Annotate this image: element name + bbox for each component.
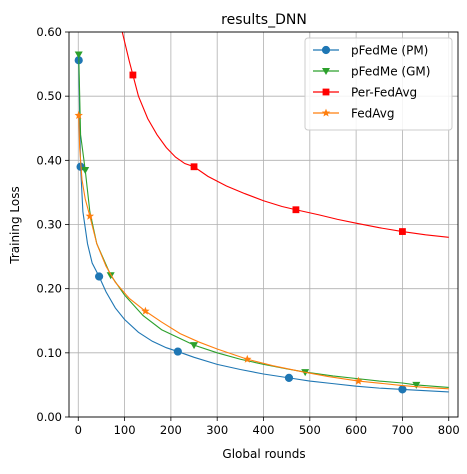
y-tick-label: 0.50 (36, 89, 62, 103)
legend-label: Per-FedAvg (351, 86, 417, 100)
x-tick-label: 700 (391, 423, 413, 437)
legend-label: FedAvg (351, 107, 394, 121)
data-point (85, 211, 95, 220)
data-point (106, 272, 115, 280)
y-tick-label: 0.10 (36, 346, 62, 360)
legend-item: FedAvg (313, 107, 394, 121)
legend: pFedMe (PM) pFedMe (GM) Per-FedAvg FedAvg (304, 37, 453, 131)
x-tick-label: 800 (438, 423, 460, 437)
data-point (190, 163, 198, 171)
data-point (95, 272, 104, 281)
x-tick-label: 400 (253, 423, 275, 437)
legend-item: Per-FedAvg (313, 86, 417, 100)
legend-item: pFedMe (PM) (313, 44, 428, 58)
x-tick-label: 200 (160, 423, 182, 437)
x-tick-label: 0 (75, 423, 82, 437)
series-line (121, 32, 449, 238)
data-point (81, 166, 90, 174)
y-tick-label: 0.00 (36, 410, 62, 424)
legend-label: pFedMe (PM) (351, 44, 428, 58)
y-tick-label: 0.60 (36, 25, 62, 39)
x-tick-label: 300 (206, 423, 228, 437)
y-tick-label: 0.40 (36, 153, 62, 167)
series-line (78, 115, 449, 390)
x-tick-label: 100 (114, 423, 136, 437)
y-axis-ticks: 0.00 0.10 0.20 0.30 0.40 0.50 0.60 (36, 25, 69, 424)
data-point (354, 376, 363, 385)
data-point (398, 385, 407, 394)
data-point (243, 354, 252, 363)
data-point (74, 51, 83, 59)
data-point (129, 71, 137, 79)
legend-label: pFedMe (GM) (351, 65, 430, 79)
series-pfedme-pm (74, 56, 449, 394)
data-point (190, 342, 199, 350)
legend-marker (321, 108, 331, 117)
legend-marker (322, 88, 330, 96)
series-per-fedavg (121, 32, 449, 238)
series-line (78, 54, 449, 389)
data-point (74, 111, 83, 119)
y-tick-label: 0.30 (36, 218, 62, 232)
data-point (399, 228, 406, 235)
plot-area (74, 32, 449, 394)
legend-item: pFedMe (GM) (313, 65, 430, 79)
legend-box (304, 37, 453, 131)
data-point (141, 306, 150, 315)
y-tick-label: 0.20 (36, 282, 62, 296)
series-pfedme-gm (74, 51, 449, 389)
legend-marker (321, 45, 331, 55)
chart-title: results_DNN (221, 12, 307, 28)
x-axis-ticks: 0 100 200 300 400 500 600 700 800 (75, 417, 460, 437)
y-axis-label: Training Loss (8, 186, 22, 264)
data-point (412, 381, 421, 389)
data-point (173, 347, 182, 356)
x-axis-label: Global rounds (222, 447, 305, 461)
plot-frame (68, 31, 459, 418)
x-tick-label: 500 (299, 423, 321, 437)
legend-marker (322, 68, 330, 75)
x-tick-label: 600 (345, 423, 367, 437)
data-point (292, 206, 300, 214)
series-fedavg (74, 111, 449, 390)
data-point (284, 373, 294, 382)
